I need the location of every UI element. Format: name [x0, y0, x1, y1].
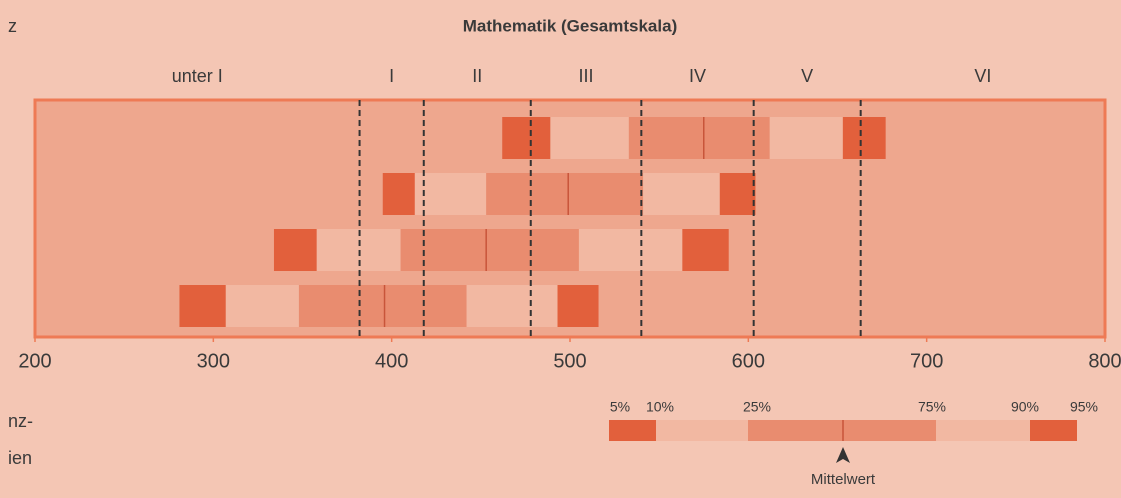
x-tick-label: 200 — [18, 350, 51, 372]
band-segment — [578, 229, 683, 271]
band-segment — [486, 229, 579, 271]
legend-mean-label: Mittelwert — [811, 471, 876, 488]
chart-title: Mathematik (Gesamtskala) — [463, 16, 677, 35]
band-segment — [414, 173, 487, 215]
legend-segment — [843, 420, 936, 441]
level-label: V — [801, 66, 813, 86]
legend-label: 90% — [1011, 399, 1039, 415]
side-text: ien — [8, 448, 32, 468]
mean-arrow — [836, 447, 850, 463]
band-segment — [179, 285, 226, 327]
band-segment — [682, 229, 729, 271]
x-tick-label: 300 — [197, 350, 230, 372]
band-segment — [769, 117, 843, 159]
level-label: VI — [974, 66, 991, 86]
band-segment — [550, 117, 629, 159]
band-segment — [502, 117, 551, 159]
level-label: III — [579, 66, 594, 86]
legend-label: 5% — [610, 399, 630, 415]
band-segment — [273, 229, 317, 271]
band-segment — [643, 173, 720, 215]
band-segment — [384, 285, 467, 327]
band-segment — [557, 285, 599, 327]
x-tick-label: 600 — [732, 350, 765, 372]
legend-segment — [748, 420, 843, 441]
side-text: z — [8, 16, 17, 36]
band-segment — [719, 173, 756, 215]
legend-segment — [656, 420, 748, 441]
band-segment — [568, 173, 644, 215]
legend-segment — [609, 420, 656, 441]
x-tick-label: 700 — [910, 350, 943, 372]
band-segment — [703, 117, 770, 159]
x-tick-label: 400 — [375, 350, 408, 372]
band-segment — [466, 285, 558, 327]
legend-segment — [1030, 420, 1077, 441]
legend-segment — [936, 420, 1030, 441]
level-label: IV — [689, 66, 706, 86]
x-tick-label: 500 — [553, 350, 586, 372]
band-segment — [382, 173, 415, 215]
legend-label: 75% — [918, 399, 946, 415]
band-segment — [298, 285, 385, 327]
band-segment — [486, 173, 569, 215]
legend-label: 95% — [1070, 399, 1098, 415]
band-segment — [842, 117, 886, 159]
legend-label: 25% — [743, 399, 771, 415]
x-tick-label: 800 — [1088, 350, 1121, 372]
band-segment — [628, 117, 704, 159]
side-text: nz- — [8, 411, 33, 431]
band-segment — [225, 285, 299, 327]
level-label: unter I — [172, 66, 223, 86]
band-segment — [400, 229, 487, 271]
level-label: II — [472, 66, 482, 86]
level-label: I — [389, 66, 394, 86]
legend-label: 10% — [646, 399, 674, 415]
